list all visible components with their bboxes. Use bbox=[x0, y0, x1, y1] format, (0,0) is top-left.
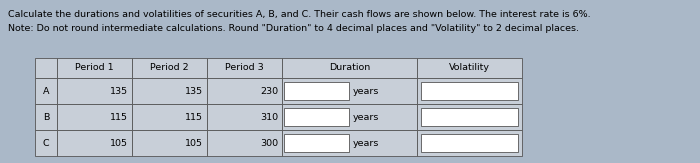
Text: 105: 105 bbox=[110, 139, 128, 148]
Bar bbox=[282, 78, 417, 104]
Bar bbox=[207, 58, 282, 78]
Bar bbox=[282, 104, 417, 130]
Text: 300: 300 bbox=[260, 139, 278, 148]
Bar bbox=[132, 130, 207, 156]
Text: 230: 230 bbox=[260, 87, 278, 96]
Bar bbox=[57, 130, 132, 156]
Bar bbox=[35, 104, 57, 130]
Text: years: years bbox=[353, 87, 379, 96]
Text: Calculate the durations and volatilities of securities A, B, and C. Their cash f: Calculate the durations and volatilities… bbox=[8, 10, 591, 19]
Text: B: B bbox=[43, 112, 49, 121]
Bar bbox=[57, 104, 132, 130]
Bar bbox=[417, 130, 522, 156]
Bar bbox=[421, 134, 518, 152]
Bar bbox=[207, 104, 282, 130]
Bar bbox=[284, 134, 349, 152]
Bar bbox=[421, 82, 518, 100]
Bar bbox=[282, 130, 417, 156]
Text: years: years bbox=[353, 112, 379, 121]
Text: 115: 115 bbox=[185, 112, 203, 121]
Text: A: A bbox=[43, 87, 49, 96]
Bar bbox=[132, 58, 207, 78]
Bar bbox=[35, 130, 57, 156]
Text: Period 2: Period 2 bbox=[150, 64, 189, 73]
Text: Period 1: Period 1 bbox=[75, 64, 114, 73]
Bar bbox=[207, 130, 282, 156]
Text: Volatility: Volatility bbox=[449, 64, 490, 73]
Text: 310: 310 bbox=[260, 112, 278, 121]
Text: Period 3: Period 3 bbox=[225, 64, 264, 73]
Bar bbox=[284, 108, 349, 126]
Text: 105: 105 bbox=[185, 139, 203, 148]
Bar bbox=[417, 58, 522, 78]
Bar bbox=[35, 78, 57, 104]
Text: 135: 135 bbox=[110, 87, 128, 96]
Text: years: years bbox=[353, 139, 379, 148]
Bar bbox=[35, 58, 57, 78]
Bar bbox=[57, 58, 132, 78]
Bar bbox=[132, 78, 207, 104]
Bar bbox=[417, 104, 522, 130]
Bar bbox=[284, 82, 349, 100]
Bar bbox=[57, 78, 132, 104]
Bar bbox=[207, 78, 282, 104]
Text: 115: 115 bbox=[110, 112, 128, 121]
Bar bbox=[421, 108, 518, 126]
Bar bbox=[132, 104, 207, 130]
Bar bbox=[282, 58, 417, 78]
Text: 135: 135 bbox=[185, 87, 203, 96]
Text: Duration: Duration bbox=[329, 64, 370, 73]
Bar bbox=[417, 78, 522, 104]
Text: Note: Do not round intermediate calculations. Round "Duration" to 4 decimal plac: Note: Do not round intermediate calculat… bbox=[8, 24, 579, 33]
Text: C: C bbox=[43, 139, 49, 148]
